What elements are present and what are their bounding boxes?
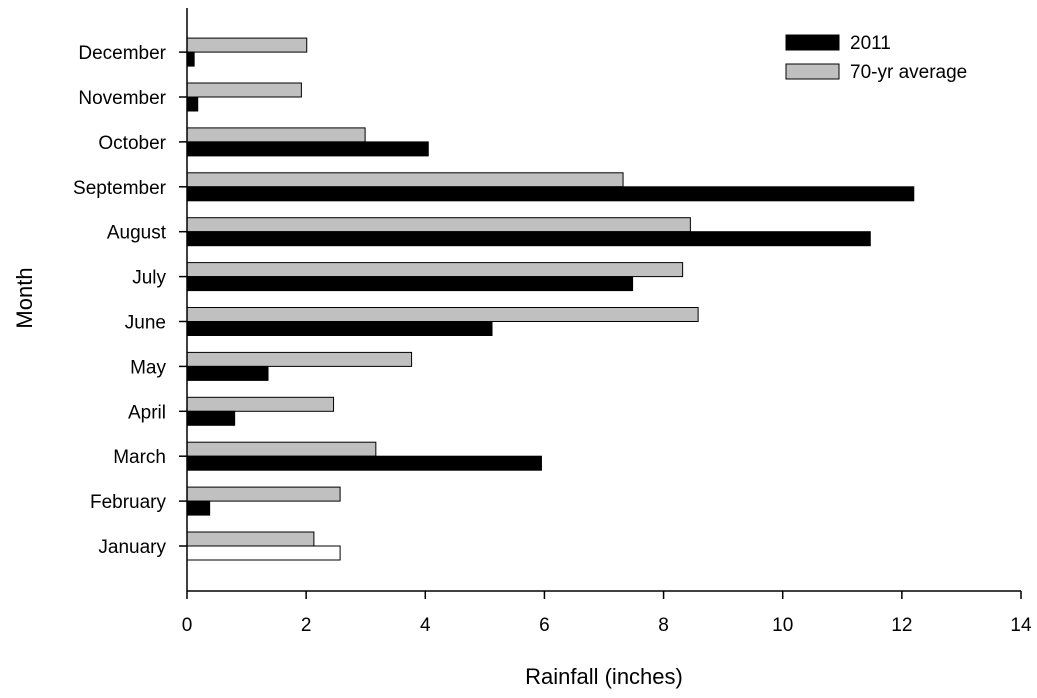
bar-2011-november	[186, 96, 199, 112]
legend-label-70yr-average: 70-yr average	[850, 62, 967, 83]
bar-2011-march	[186, 455, 542, 471]
y-tick-label-august: August	[107, 223, 167, 244]
y-tick-label-march: March	[113, 447, 166, 468]
legend-swatch-2011	[785, 34, 840, 51]
bar-2011-april	[186, 410, 236, 426]
x-tick-label-2: 2	[301, 615, 312, 636]
bar-70yr-average-june	[186, 307, 699, 322]
bar-70yr-average-march	[186, 441, 377, 457]
bars-layer	[186, 37, 915, 561]
bar-70yr-average-january	[186, 531, 315, 547]
axes-layer	[186, 8, 1021, 592]
y-tick-label-june: June	[125, 313, 166, 334]
legend-swatch-70yr-average	[785, 63, 840, 80]
x-tick-label-10: 10	[772, 615, 793, 636]
bar-2011-january	[186, 545, 341, 561]
bar-70yr-average-november	[186, 82, 302, 98]
legend: 2011 70-yr average	[785, 33, 967, 83]
x-tick-label-8: 8	[658, 615, 669, 636]
bar-2011-august	[186, 231, 871, 247]
y-ticks-layer: January February March April May June July Augu…	[73, 43, 187, 558]
x-tick-label-6: 6	[539, 615, 550, 636]
x-ticks-layer: 0 2 4 6 8 10 12 14	[182, 591, 1032, 636]
x-axis-label: Rainfall (inches)	[525, 664, 683, 689]
bar-2011-october	[186, 141, 429, 157]
x-tick-label-14: 14	[1010, 615, 1032, 636]
x-tick-label-0: 0	[182, 615, 193, 636]
y-tick-label-may: May	[130, 357, 166, 378]
bar-2011-july	[186, 276, 634, 292]
y-tick-label-july: July	[132, 268, 166, 289]
y-tick-label-january: January	[98, 537, 166, 558]
bar-2011-may	[186, 365, 269, 381]
bar-2011-december	[186, 51, 195, 67]
x-tick-label-4: 4	[420, 615, 431, 636]
bar-70yr-average-may	[186, 351, 413, 367]
bar-70yr-average-december	[186, 37, 308, 53]
bar-70yr-average-october	[186, 127, 366, 143]
y-tick-label-november: November	[78, 88, 166, 109]
legend-label-2011: 2011	[850, 33, 891, 54]
y-tick-label-september: September	[73, 178, 167, 199]
y-tick-label-april: April	[128, 402, 166, 423]
bar-70yr-average-february	[186, 486, 341, 502]
y-tick-label-october: October	[98, 133, 166, 154]
y-tick-label-december: December	[78, 43, 166, 64]
bar-70yr-average-august	[186, 217, 691, 233]
y-axis-label: Month	[12, 267, 37, 328]
bar-2011-june	[186, 321, 493, 336]
y-tick-label-february: February	[90, 492, 167, 513]
x-tick-label-12: 12	[891, 615, 912, 636]
bar-70yr-average-april	[186, 396, 335, 412]
bar-2011-february	[186, 500, 211, 516]
bar-70yr-average-september	[186, 172, 624, 188]
bar-2011-september	[186, 186, 915, 202]
bar-70yr-average-july	[186, 262, 684, 278]
